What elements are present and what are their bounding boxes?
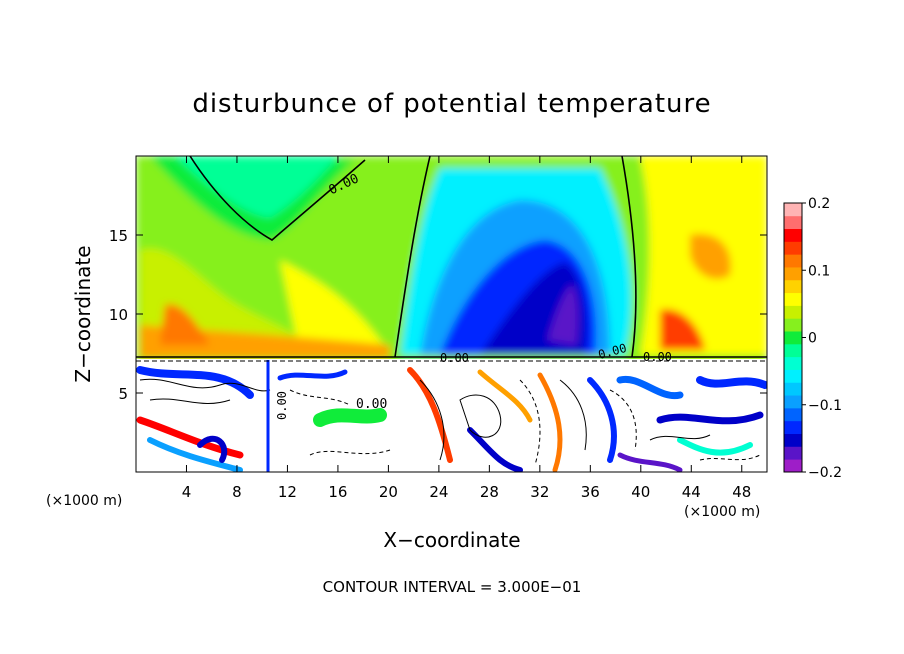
heatmap-blob-yellow-mid (280, 260, 390, 355)
colorbar-swatch (784, 446, 802, 460)
turbulent-filaments (136, 366, 767, 472)
x-unit-right: (×1000 m) (684, 504, 760, 520)
contour-label: 0.00 (440, 351, 469, 365)
colorbar-tick-label: −0.2 (808, 465, 842, 481)
colorbar-swatch (784, 395, 802, 409)
colorbar-swatch (784, 356, 802, 370)
colorbar-swatch (784, 407, 802, 422)
x-tick-label: 48 (732, 483, 751, 501)
heatmap-blob-cold-core (548, 285, 578, 345)
colorbar (783, 202, 803, 473)
colorbar-swatch (784, 331, 802, 345)
colorbar-tick-label: 0 (808, 331, 817, 347)
colorbar-swatch (784, 433, 802, 447)
colorbar-swatch (784, 279, 802, 294)
x-unit-left: (×1000 m) (46, 493, 122, 509)
colorbar-swatch (784, 420, 802, 434)
contour-interval-note: CONTOUR INTERVAL = 3.000E−01 (323, 578, 582, 596)
turbulent-contours (139, 378, 761, 466)
x-tick-label: 32 (530, 483, 549, 501)
x-tick-label: 40 (631, 483, 650, 501)
y-tick-label: 15 (109, 227, 128, 245)
heatmap-blob-teal-left (175, 156, 340, 218)
contour-label-group: 0.00 0.00 0.00 0.00 0.00 0.00 (275, 171, 672, 420)
y-tick-label: 10 (109, 306, 128, 324)
x-tick-label: 4 (182, 483, 192, 501)
colorbar-tick-label: −0.1 (808, 398, 842, 414)
heatmap-blob-warm-right-core (690, 234, 731, 279)
contour-label: 0.00 (356, 397, 387, 412)
colorbar-swatch (784, 203, 802, 217)
x-tick-label: 44 (682, 483, 701, 501)
colorbar-swatch (784, 254, 802, 268)
x-tick-label: 36 (581, 483, 600, 501)
chart-title: disturbunce of potential temperature (192, 89, 711, 119)
colorbar-swatch (784, 382, 802, 396)
colorbar-tick-label: 0.1 (808, 263, 830, 279)
colorbar-swatch (784, 459, 802, 473)
colorbar-swatch (784, 215, 802, 230)
heatmap-blob-warm-right-low (660, 309, 705, 350)
contour-label: 0.00 (643, 350, 672, 364)
colorbar-tick-label: 0.2 (808, 196, 830, 212)
contour-label: 0.00 (275, 391, 289, 420)
colorbar-swatch (784, 318, 802, 332)
heatmap-field (136, 156, 767, 472)
colorbar-swatch (784, 241, 802, 255)
y-axis: 5 10 15 (109, 227, 767, 403)
colorbar-swatch (784, 228, 802, 242)
zero-contours-upper (189, 156, 637, 358)
x-tick-label: 12 (278, 483, 297, 501)
x-tick-label: 24 (429, 483, 448, 501)
colorbar-swatch (784, 267, 802, 281)
x-tick-label: 8 (232, 483, 242, 501)
x-tick-label: 16 (328, 483, 347, 501)
colorbar-swatch (784, 343, 802, 358)
x-tick-label: 20 (379, 483, 398, 501)
colorbar-labels: 0.2 0.1 0 −0.1 −0.2 (802, 196, 842, 481)
colorbar-swatch (784, 305, 802, 319)
colorbar-swatch (784, 292, 802, 306)
x-axis: 4 8 12 16 20 24 28 32 36 40 44 48 (182, 156, 751, 501)
x-axis-label: X−coordinate (383, 528, 520, 552)
y-tick-label: 5 (118, 385, 128, 403)
colorbar-swatch (784, 369, 802, 383)
x-tick-label: 28 (480, 483, 499, 501)
heatmap-blob-orange-left2 (160, 304, 210, 345)
y-axis-label: Z−coordinate (71, 245, 95, 382)
